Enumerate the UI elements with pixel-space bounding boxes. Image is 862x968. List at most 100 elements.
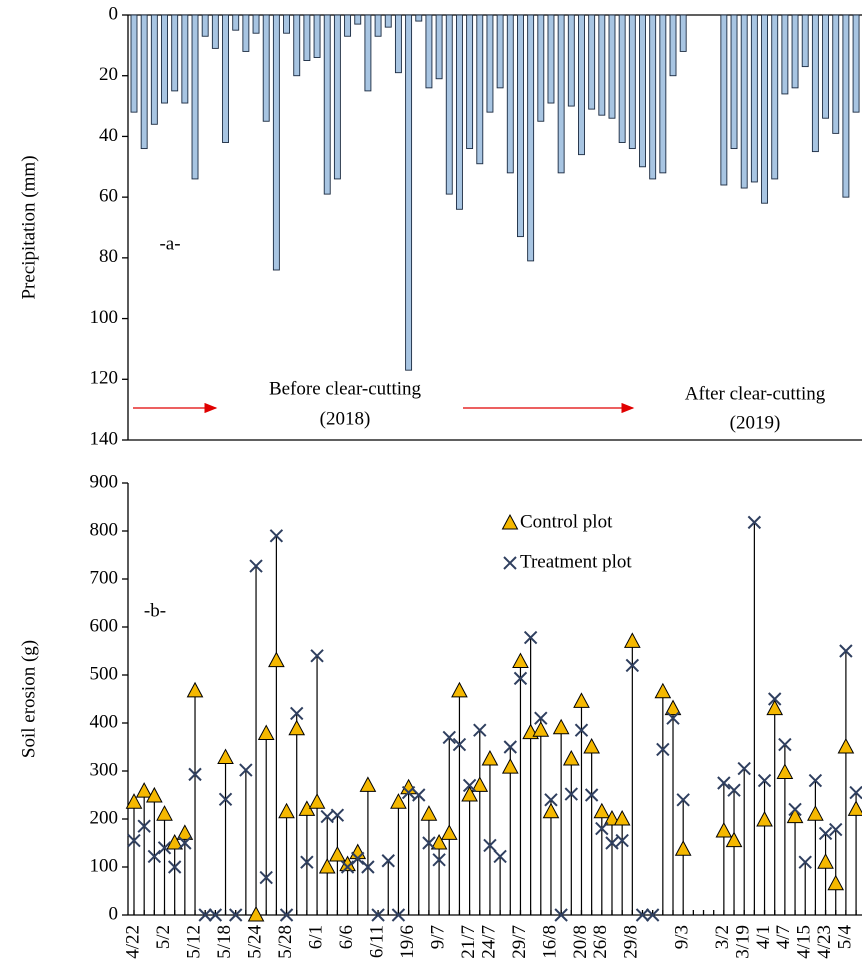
treatment-point (147, 849, 162, 864)
bar (364, 14, 372, 92)
bar (333, 14, 341, 180)
x-tick-label: 6/11 (366, 925, 387, 958)
bar (201, 14, 209, 37)
bar (354, 14, 362, 25)
treatment-point (340, 860, 355, 874)
control-point (288, 719, 306, 736)
y-tick-label: 200 (90, 807, 119, 828)
treatment-point (737, 761, 751, 776)
y-tick-label: 20 (99, 64, 118, 85)
x-tick-label: 9/3 (672, 925, 693, 949)
bar (628, 14, 636, 150)
bar (252, 14, 260, 34)
control-point (166, 833, 184, 850)
treatment-point (645, 908, 660, 922)
x-tick-label: 29/8 (621, 925, 642, 959)
bar (852, 14, 860, 113)
control-point (623, 632, 641, 648)
control-point (125, 793, 143, 809)
x-tick-label: 9/7 (427, 925, 448, 949)
bar (679, 14, 687, 52)
control-point (247, 905, 265, 922)
bar (191, 14, 199, 180)
y-tick-label: 0 (109, 3, 119, 24)
control-point (217, 748, 234, 765)
bar (405, 14, 413, 371)
bar (608, 14, 616, 119)
treatment-point (757, 773, 772, 788)
control-point (583, 737, 600, 754)
x-tick-label: 29/7 (509, 925, 530, 959)
treatment-point (432, 853, 446, 867)
bar (374, 14, 382, 37)
control-point (766, 699, 784, 716)
control-point (156, 805, 173, 821)
treatment-point (178, 836, 192, 850)
treatment-point (351, 851, 365, 866)
treatment-point (188, 767, 202, 782)
bar (811, 14, 819, 153)
annotation: (2018) (320, 408, 371, 429)
bar (445, 14, 453, 195)
treatment-point (523, 630, 538, 645)
treatment-point (310, 649, 324, 663)
control-point (481, 749, 499, 766)
bar (272, 14, 280, 271)
control-point (725, 831, 743, 848)
bar (171, 14, 179, 92)
control-point (593, 802, 611, 819)
bar (435, 14, 443, 80)
x-tick-label: 5/24 (244, 925, 265, 959)
x-tick-label: 4/22 (122, 925, 143, 959)
treatment-point (208, 908, 223, 922)
control-point (146, 786, 163, 803)
annotation: -b- (144, 600, 166, 621)
treatment-point (462, 778, 477, 793)
bar (283, 14, 290, 34)
control-point (776, 763, 794, 779)
control-point (674, 840, 692, 856)
bar (384, 14, 392, 28)
x-tick-label: 6/1 (305, 925, 326, 949)
annotation: Before clear-cutting (269, 378, 422, 399)
treatment-point (473, 723, 487, 737)
annotation: -a- (159, 233, 180, 254)
y-tick-label: 400 (90, 711, 119, 732)
bar (832, 14, 840, 134)
legend-label: Control plot (520, 511, 613, 532)
bar (130, 14, 138, 113)
control-point (186, 681, 204, 698)
control-point (603, 809, 621, 826)
y-tick-label: 700 (90, 567, 119, 588)
bar (517, 14, 524, 238)
bar (537, 14, 545, 122)
treatment-point (747, 515, 762, 530)
treatment-point (798, 855, 812, 869)
treatment-point (808, 773, 823, 788)
treatment-point (483, 838, 497, 853)
treatment-point (635, 908, 650, 922)
y-tick-label: 80 (99, 246, 118, 267)
treatment-point (167, 860, 182, 874)
treatment-point (656, 742, 670, 757)
treatment-point (279, 908, 294, 922)
bar (557, 14, 565, 174)
y-tick-label: 0 (109, 903, 119, 924)
bar (547, 14, 555, 104)
bar (323, 14, 331, 195)
control-point (390, 793, 407, 809)
treatment-point (595, 821, 609, 836)
bar (506, 14, 514, 174)
treatment-point (839, 644, 853, 658)
bar (303, 14, 311, 61)
treatment-point (198, 908, 212, 922)
x-tick-label: 6/6 (336, 925, 357, 949)
treatment-point (829, 822, 843, 837)
x-tick-label: 21/7 (458, 925, 479, 959)
treatment-point (503, 740, 517, 754)
bar (466, 14, 474, 150)
treatment-point (513, 671, 528, 686)
treatment-point (127, 833, 141, 848)
